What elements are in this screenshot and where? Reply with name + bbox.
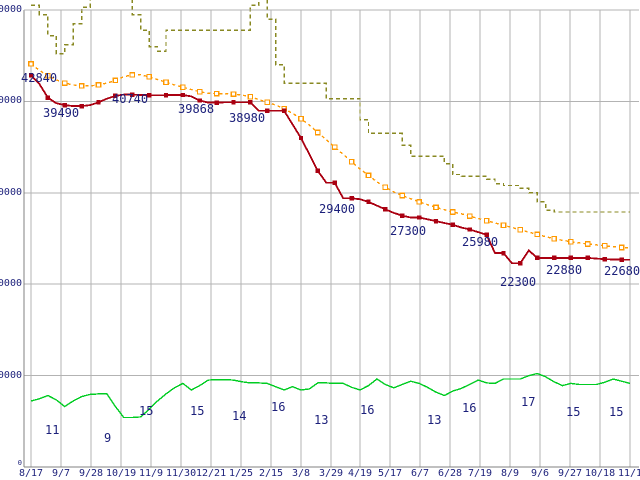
y-tick-label-20000: 20000 <box>0 278 22 290</box>
x-tick-label-3-8: 3/8 <box>292 468 311 479</box>
price-value-label: 42840 <box>21 71 58 85</box>
price-value-label: 22300 <box>500 275 537 289</box>
volume-value-label: 13 <box>314 413 329 427</box>
x-tick-label-11-1: 11/1 <box>618 468 640 479</box>
x-tick-label-6-7: 6/7 <box>411 468 430 479</box>
volume-value-label: 14 <box>232 409 247 423</box>
x-tick-label-5-17: 5/17 <box>378 468 403 479</box>
price-value-label: 39868 <box>178 102 215 116</box>
x-tick-label-9-28: 9/28 <box>79 468 104 479</box>
volume-value-label: 13 <box>427 413 442 427</box>
y-tick-label-40000: 40000 <box>0 95 22 107</box>
volume-value-label: 15 <box>566 405 581 419</box>
price-value-label: 22880 <box>546 263 583 277</box>
x-tick-label-1-25: 1/25 <box>229 468 254 479</box>
x-tick-label-8-9: 8/9 <box>501 468 520 479</box>
series-layer <box>28 0 631 419</box>
price-value-label: 27300 <box>390 224 427 238</box>
price-value-label: 38980 <box>229 111 266 125</box>
x-tick-label-6-28: 6/28 <box>438 468 463 479</box>
volume-value-label: 16 <box>462 401 477 415</box>
x-tick-label-10-18: 10/18 <box>585 468 616 479</box>
volume-value-label: 9 <box>104 431 112 445</box>
x-tick-label-9-7: 9/7 <box>52 468 71 479</box>
x-tick-label-11-30: 11/30 <box>166 468 197 479</box>
price-value-label: 29400 <box>319 202 356 216</box>
y-tick-label-30000: 30000 <box>0 186 22 198</box>
volume-value-label: 16 <box>271 400 286 414</box>
x-tick-label-3-29: 3/29 <box>319 468 344 479</box>
x-tick-label-12-21: 12/21 <box>196 468 227 479</box>
x-tick-label-7-19: 7/19 <box>468 468 493 479</box>
x-tick-label-9-27: 9/27 <box>558 468 583 479</box>
plot-frame <box>23 9 639 468</box>
x-tick-label-4-19: 4/19 <box>348 468 373 479</box>
price-value-label: 40740 <box>112 92 149 106</box>
x-tick-label-9-6: 9/6 <box>531 468 550 479</box>
price-value-label: 22680 <box>604 264 640 278</box>
price-value-label: 39490 <box>43 106 80 120</box>
volume-value-label: 15 <box>190 404 205 418</box>
x-tick-label-8-17: 8/17 <box>19 468 44 479</box>
volume-value-label: 15 <box>609 405 624 419</box>
volume-value-label: 11 <box>45 423 60 437</box>
y-tick-label-50000: 50000 <box>0 4 22 15</box>
y-tick-label-10000: 10000 <box>0 369 22 381</box>
x-tick-label-2-15: 2/15 <box>259 468 284 479</box>
volume-value-label: 15 <box>139 404 154 418</box>
x-tick-label-11-9: 11/9 <box>139 468 164 479</box>
x-tick-label-10-19: 10/19 <box>106 468 137 479</box>
y-tick-label-0: 0 <box>17 459 22 467</box>
price-value-label: 25980 <box>462 235 499 249</box>
volume-value-label: 17 <box>521 395 536 409</box>
volume-value-label: 16 <box>360 403 375 417</box>
